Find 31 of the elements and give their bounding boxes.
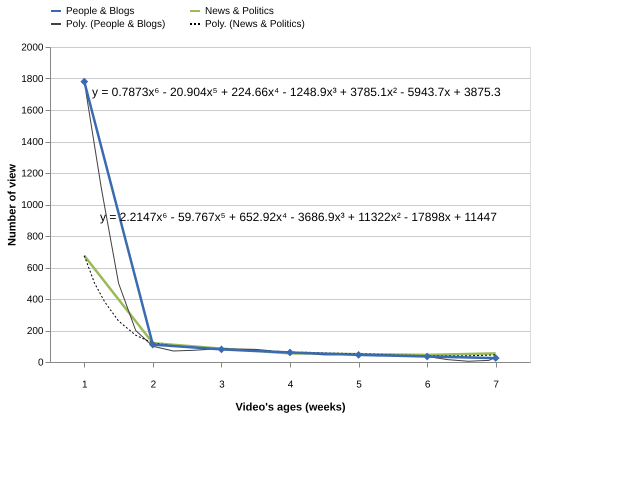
x-tick-label: 5: [356, 380, 362, 390]
x-tick-label: 2: [150, 380, 157, 390]
y-tick-label: 400: [26, 294, 44, 306]
point: [80, 78, 88, 86]
legend-label: Poly. (People & Blogs): [66, 19, 166, 30]
y-tick-label: 1200: [21, 168, 44, 180]
annotation: y = 0.7873x⁶ - 20.904x⁵ + 224.66x⁴ - 1248.9x³ + 3785.1x² - 5943.7x + 3875.3: [92, 85, 502, 99]
y-tick-label: 1000: [21, 200, 44, 211]
point: [492, 354, 500, 362]
point: [148, 340, 157, 349]
point: [286, 348, 294, 356]
x-tick-label: 3: [219, 380, 226, 390]
x-tick-label: 6: [424, 380, 431, 390]
point: [354, 351, 362, 359]
y-tick-label: 600: [26, 263, 44, 274]
legend-label: People & Blogs: [66, 6, 134, 17]
y-tick-label: 800: [26, 232, 44, 242]
legend-label: Poly. (News & Politics): [205, 19, 305, 30]
x-tick-label: 4: [288, 380, 294, 390]
legend-label: News & Politics: [205, 6, 274, 17]
x-tick-label: 7: [493, 380, 500, 390]
y-axis-title: Number of view: [6, 164, 18, 246]
y-tick-label: 0: [38, 358, 44, 368]
point: [218, 346, 226, 354]
y-tick-label: 200: [26, 326, 44, 337]
y-tick-label: 1800: [21, 74, 44, 85]
x-axis-title: Video's ages (weeks): [235, 402, 346, 414]
y-tick-label: 1600: [21, 106, 44, 116]
x-tick-label: 1: [82, 380, 88, 390]
y-tick-label: 1400: [21, 137, 44, 148]
y-tick-label: 2000: [21, 42, 44, 54]
